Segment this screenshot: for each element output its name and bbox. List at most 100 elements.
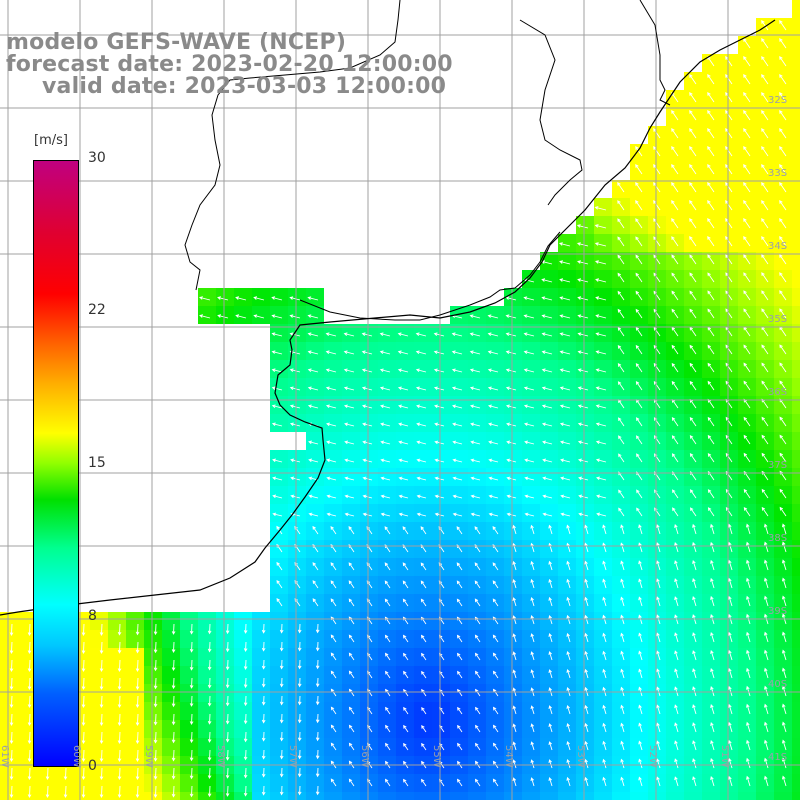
wind-arrow <box>638 704 643 715</box>
wind-arrow <box>728 685 733 697</box>
wind-arrow <box>492 688 499 697</box>
wind-arrow <box>671 146 679 157</box>
field-cell <box>342 576 360 594</box>
longitude-label: 52W <box>647 745 658 768</box>
field-cell <box>288 702 306 720</box>
field-cell <box>378 486 396 504</box>
wind-arrow <box>707 128 715 139</box>
wind-arrow <box>189 623 194 635</box>
wind-arrow <box>635 200 643 211</box>
field-cell <box>162 648 180 666</box>
field-cell <box>234 702 252 720</box>
field-cell <box>378 576 396 594</box>
field-cell <box>288 540 306 558</box>
field-cell <box>360 342 378 360</box>
wind-arrow <box>576 206 589 211</box>
wind-arrow <box>261 731 266 742</box>
field-cell <box>576 234 594 252</box>
wind-arrow <box>707 416 715 427</box>
field-cell <box>198 630 216 648</box>
wind-arrow <box>235 278 247 283</box>
field-cell <box>414 540 432 558</box>
wind-arrow <box>743 38 751 49</box>
field-cell <box>594 738 612 756</box>
wind-arrow <box>674 740 679 751</box>
wind-arrow <box>674 523 679 535</box>
field-cell <box>342 522 360 540</box>
field-cell <box>252 612 270 630</box>
wind-arrow <box>271 332 283 337</box>
field-cell <box>738 540 756 558</box>
wind-arrow <box>99 623 104 636</box>
wind-arrow <box>558 242 571 247</box>
wind-arrow <box>671 254 679 265</box>
wind-arrow <box>617 218 625 229</box>
wind-arrow <box>595 368 607 373</box>
wind-arrow <box>261 659 266 670</box>
field-cell <box>414 792 432 800</box>
field-cell <box>198 288 216 306</box>
latitude-label: 37S <box>768 460 788 471</box>
field-cell <box>774 540 792 558</box>
field-cell <box>756 648 774 666</box>
field-cell <box>630 522 648 540</box>
wind-arrow <box>779 128 787 139</box>
field-cell <box>504 522 522 540</box>
field-cell <box>396 576 414 594</box>
wind-arrow <box>781 559 787 571</box>
field-cell <box>396 594 414 612</box>
wind-arrow <box>761 38 769 49</box>
field-cell <box>702 288 720 306</box>
wind-arrow <box>584 578 589 589</box>
field-cell <box>288 288 306 306</box>
field-cell <box>342 378 360 396</box>
field-cell <box>684 126 702 144</box>
field-cell <box>504 432 522 450</box>
field-cell <box>702 90 720 108</box>
field-cell <box>396 486 414 504</box>
wind-arrow <box>492 526 499 535</box>
wind-arrow <box>618 489 625 499</box>
field-cell <box>774 630 792 648</box>
wind-arrow <box>397 368 409 373</box>
wind-arrow <box>707 507 715 517</box>
wind-arrow <box>689 236 697 247</box>
field-cell <box>306 774 324 792</box>
field-cell <box>576 720 594 738</box>
wind-arrow <box>384 562 391 571</box>
wind-arrow <box>135 695 140 709</box>
wind-arrow <box>781 595 787 607</box>
wind-arrow <box>635 344 643 355</box>
field-cell <box>432 666 450 684</box>
wind-arrow <box>81 749 86 763</box>
wind-arrow <box>63 767 68 781</box>
wind-arrow <box>602 722 607 733</box>
field-cell <box>666 270 684 288</box>
field-cell <box>666 630 684 648</box>
field-cell <box>774 198 792 216</box>
wind-arrow <box>416 440 427 445</box>
wind-arrow <box>743 290 751 301</box>
field-cell <box>594 540 612 558</box>
field-cell <box>396 774 414 792</box>
field-cell <box>234 306 252 324</box>
field-cell <box>216 306 234 324</box>
field-cell <box>720 558 738 576</box>
field-cell <box>648 324 666 342</box>
field-cell <box>774 342 792 360</box>
field-cell <box>90 720 108 738</box>
wind-arrow <box>692 541 697 553</box>
wind-arrow <box>330 688 337 697</box>
wind-arrow <box>492 670 499 679</box>
field-cell <box>720 126 738 144</box>
field-cell <box>360 540 378 558</box>
wind-arrow <box>728 667 733 679</box>
field-cell <box>504 702 522 720</box>
wind-arrow <box>746 703 751 715</box>
field-cell <box>756 738 774 756</box>
field-cell <box>468 396 486 414</box>
field-cell <box>594 216 612 234</box>
field-cell <box>540 324 558 342</box>
wind-arrow <box>297 695 302 706</box>
